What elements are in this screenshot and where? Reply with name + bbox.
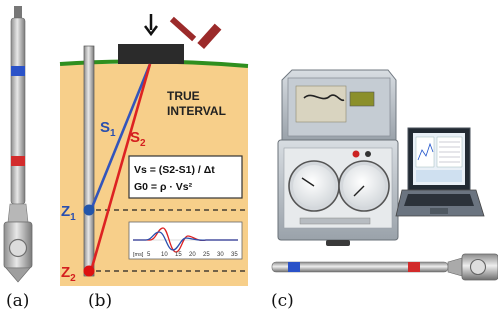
laptop-keyboard bbox=[404, 194, 474, 206]
laptop-chart-line bbox=[417, 142, 434, 161]
seismic-source-block bbox=[118, 44, 184, 64]
trace-tick-labels: [ms] 5 10 15 20 25 30 35 bbox=[133, 252, 238, 258]
trace-tick-label: 30 bbox=[217, 252, 224, 258]
gauge-right-needle bbox=[353, 185, 365, 197]
panel-b-diagram: TRUE INTERVAL S1 S2 Z1 Z2 Vs = (S2-S1) /… bbox=[59, 14, 249, 286]
case-handle bbox=[326, 240, 350, 246]
gauge-left-needle bbox=[301, 177, 315, 187]
receiver-z1 bbox=[83, 204, 95, 216]
laptop-status-area bbox=[416, 170, 462, 182]
rod-red-marker bbox=[408, 262, 420, 272]
valve-strip bbox=[299, 217, 371, 225]
equation-g0: G0 = ρ · Vs² bbox=[134, 181, 193, 193]
blade-connector bbox=[14, 6, 22, 20]
blade-red-marker bbox=[11, 156, 25, 166]
trace-tick-label: 15 bbox=[175, 252, 182, 258]
label-s2: S2 bbox=[130, 129, 146, 149]
label-z2: Z2 bbox=[61, 264, 76, 284]
panel-label-a: (a) bbox=[6, 291, 30, 311]
ray-s2 bbox=[89, 63, 152, 272]
hammer-icon bbox=[169, 16, 222, 50]
trace-tick-label: 5 bbox=[147, 252, 151, 258]
arrow-down-icon bbox=[144, 14, 158, 37]
title-true: TRUE bbox=[167, 89, 200, 103]
laptop-touchpad bbox=[430, 208, 448, 214]
rod-blue-marker bbox=[288, 262, 300, 272]
equation-vs: Vs = (S2-S1) / Δt bbox=[134, 164, 215, 176]
connector-block bbox=[349, 91, 375, 107]
panel-a-blade bbox=[3, 6, 33, 283]
laptop-chart-panel bbox=[415, 136, 435, 168]
trace-wave-s1 bbox=[133, 231, 238, 251]
cable-bundle bbox=[303, 94, 345, 102]
label-s1: S1 bbox=[100, 119, 116, 139]
trace-tick-label: 10 bbox=[161, 252, 168, 258]
panel-label-c: (c) bbox=[271, 291, 294, 311]
equation-box bbox=[128, 155, 243, 199]
trace-unit-label: [ms] bbox=[133, 252, 144, 258]
knob-icon bbox=[365, 151, 371, 157]
title-interval: INTERVAL bbox=[167, 104, 226, 118]
lid-pocket bbox=[295, 85, 347, 123]
trace-tick-label: 20 bbox=[189, 252, 196, 258]
rod-shoulder bbox=[447, 257, 463, 277]
hammer-head bbox=[197, 23, 222, 50]
blade-rod bbox=[10, 17, 26, 205]
ray-s1 bbox=[89, 63, 152, 211]
seismic-rod bbox=[83, 45, 95, 277]
receiver-z2 bbox=[83, 265, 95, 277]
blade-blue-marker bbox=[11, 66, 25, 76]
trace-tick-label: 35 bbox=[231, 252, 238, 258]
blade-shoulder bbox=[7, 203, 29, 223]
blade-membrane bbox=[8, 238, 28, 258]
indicator-red-light bbox=[352, 150, 360, 158]
blade-tip bbox=[5, 267, 31, 283]
label-z1: Z1 bbox=[61, 203, 76, 223]
hammer-handle bbox=[169, 16, 197, 42]
horizontal-blade-membrane bbox=[469, 258, 487, 276]
trace-tick-label: 25 bbox=[203, 252, 210, 258]
panel-label-b: (b) bbox=[88, 291, 113, 311]
panel-c-equipment bbox=[271, 69, 498, 281]
